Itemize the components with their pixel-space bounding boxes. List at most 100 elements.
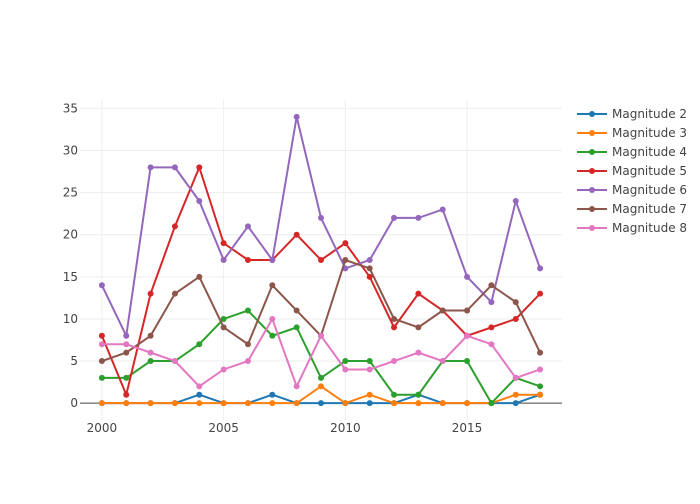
data-point: [415, 349, 422, 356]
data-point: [98, 282, 105, 289]
data-point: [391, 324, 398, 331]
y-tick-label: 5: [70, 354, 78, 368]
data-point: [220, 315, 227, 322]
data-point: [464, 273, 471, 280]
series-3: [98, 383, 544, 407]
series-6: [98, 113, 544, 340]
data-point: [244, 341, 251, 348]
series-7: [98, 257, 544, 365]
data-point: [512, 400, 519, 407]
data-point: [147, 332, 154, 339]
y-tick-label: 0: [70, 396, 78, 410]
y-tick-label: 20: [63, 228, 78, 242]
data-point: [537, 383, 544, 390]
data-point: [196, 273, 203, 280]
data-point: [366, 366, 373, 373]
data-point: [123, 332, 130, 339]
data-point: [244, 307, 251, 314]
data-point: [439, 358, 446, 365]
data-point: [269, 257, 276, 263]
data-point: [488, 299, 495, 306]
data-point: [220, 324, 227, 331]
legend[interactable]: Magnitude 2 Magnitude 3 Magnitude 4 Magnitu…: [577, 107, 687, 235]
legend-item[interactable]: Magnitude 2: [577, 107, 687, 121]
data-point: [512, 391, 519, 398]
legend-label: Magnitude 5: [612, 164, 687, 178]
data-point: [366, 391, 373, 398]
data-point: [171, 400, 178, 407]
series-5: [98, 164, 544, 398]
data-point: [196, 164, 203, 171]
data-point: [269, 315, 276, 322]
data-point: [391, 391, 398, 398]
data-point: [123, 391, 130, 398]
legend-item[interactable]: Magnitude 5: [577, 164, 687, 178]
legend-label: Magnitude 6: [612, 183, 687, 197]
data-point: [318, 332, 324, 339]
legend-item[interactable]: Magnitude 3: [577, 126, 687, 140]
series-line: [101, 258, 541, 362]
legend-marker-icon: [589, 149, 595, 155]
data-point: [196, 391, 203, 398]
data-point: [123, 349, 130, 356]
data-point: [318, 257, 324, 263]
data-point: [391, 315, 398, 322]
data-point: [391, 400, 398, 407]
data-point: [318, 374, 324, 381]
legend-label: Magnitude 8: [612, 221, 687, 235]
data-point: [391, 358, 398, 365]
x-tick-label: 2010: [330, 421, 361, 435]
data-point: [318, 383, 324, 390]
y-tick-label: 15: [63, 270, 78, 284]
data-point: [269, 282, 276, 289]
data-point: [342, 257, 349, 263]
data-point: [439, 307, 446, 314]
data-point: [220, 366, 227, 373]
data-point: [342, 400, 349, 407]
legend-item[interactable]: Magnitude 8: [577, 221, 687, 235]
data-point: [537, 349, 544, 356]
legend-item[interactable]: Magnitude 6: [577, 183, 687, 197]
data-point: [147, 290, 154, 297]
data-point: [269, 400, 276, 407]
data-point: [415, 391, 422, 398]
data-point: [171, 358, 178, 365]
data-point: [415, 214, 422, 221]
data-point: [244, 223, 251, 230]
series-8: [98, 315, 544, 390]
legend-marker-icon: [589, 187, 595, 193]
data-point: [269, 391, 276, 398]
data-point: [464, 332, 471, 339]
x-tick-label: 2015: [452, 421, 483, 435]
data-point: [220, 400, 227, 407]
data-point: [366, 273, 373, 280]
y-tick-label: 25: [63, 186, 78, 200]
data-point: [464, 358, 471, 365]
data-point: [439, 206, 446, 213]
data-point: [171, 164, 178, 171]
y-tick-label: 30: [63, 144, 78, 158]
data-point: [171, 290, 178, 297]
legend-item[interactable]: Magnitude 7: [577, 202, 687, 216]
data-point: [196, 383, 203, 390]
data-point: [342, 240, 349, 247]
data-point: [464, 400, 471, 407]
data-point: [512, 198, 519, 205]
data-point: [98, 374, 105, 381]
y-tick-label: 35: [63, 101, 78, 115]
legend-marker-icon: [589, 225, 595, 231]
data-point: [512, 315, 519, 322]
legend-item[interactable]: Magnitude 4: [577, 145, 687, 159]
data-point: [464, 307, 471, 314]
data-point: [415, 290, 422, 297]
data-point: [512, 299, 519, 306]
data-point: [196, 341, 203, 348]
data-point: [147, 400, 154, 407]
x-tick-label: 2005: [208, 421, 239, 435]
series-group: [98, 113, 544, 407]
data-point: [196, 400, 203, 407]
data-point: [269, 332, 276, 339]
y-tick-label: 10: [63, 312, 78, 326]
x-tick-label: 2000: [87, 421, 118, 435]
